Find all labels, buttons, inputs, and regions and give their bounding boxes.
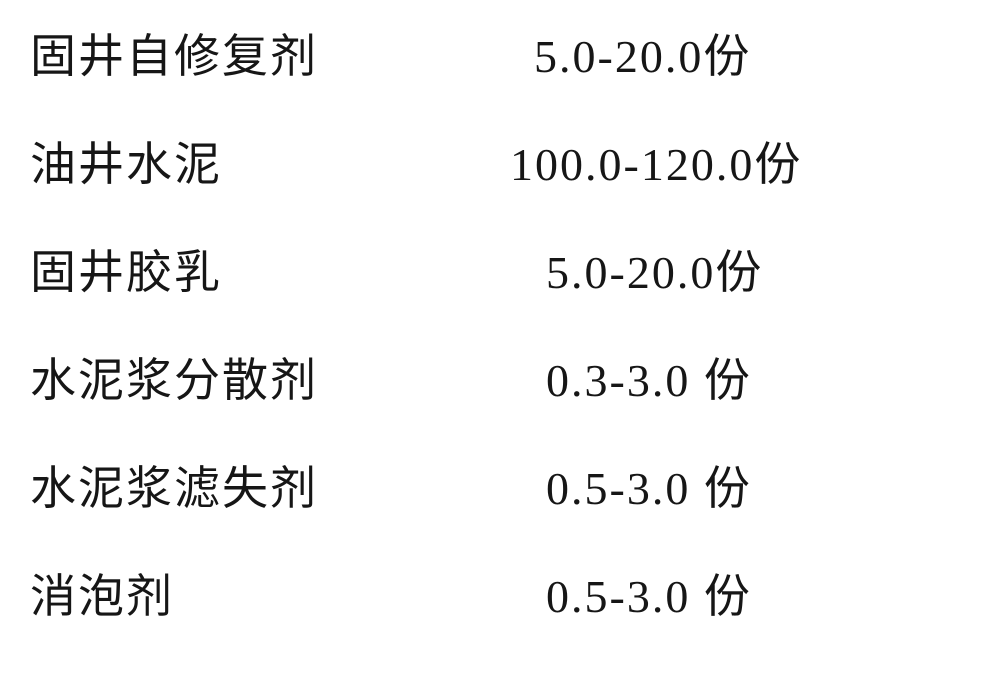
ingredient-label: 水泥浆滤失剂 (30, 452, 510, 518)
ingredient-value: 0.3-3.0 份 (510, 344, 752, 410)
ingredient-label: 水泥浆分散剂 (30, 344, 510, 410)
ingredient-label: 油井水泥 (30, 128, 510, 194)
ingredient-row: 水泥浆滤失剂0.5-3.0 份 (30, 452, 1000, 560)
ingredient-row: 油井水泥100.0-120.0份 (30, 128, 1000, 236)
ingredient-label: 消泡剂 (30, 560, 510, 626)
ingredient-value: 5.0-20.0份 (510, 236, 763, 302)
ingredient-row: 固井自修复剂5.0-20.0份 (30, 20, 1000, 128)
ingredient-value: 100.0-120.0份 (510, 128, 802, 194)
ingredient-row: 固井胶乳5.0-20.0份 (30, 236, 1000, 344)
ingredient-row: 消泡剂0.5-3.0 份 (30, 560, 1000, 668)
ingredient-label: 固井自修复剂 (30, 20, 510, 86)
ingredient-value: 0.5-3.0 份 (510, 560, 752, 626)
ingredient-list: 固井自修复剂5.0-20.0份油井水泥100.0-120.0份固井胶乳5.0-2… (0, 0, 1000, 674)
ingredient-value: 0.5-3.0 份 (510, 452, 752, 518)
ingredient-label: 固井胶乳 (30, 236, 510, 302)
ingredient-value: 5.0-20.0份 (510, 20, 751, 86)
ingredient-row: 水泥浆分散剂0.3-3.0 份 (30, 344, 1000, 452)
